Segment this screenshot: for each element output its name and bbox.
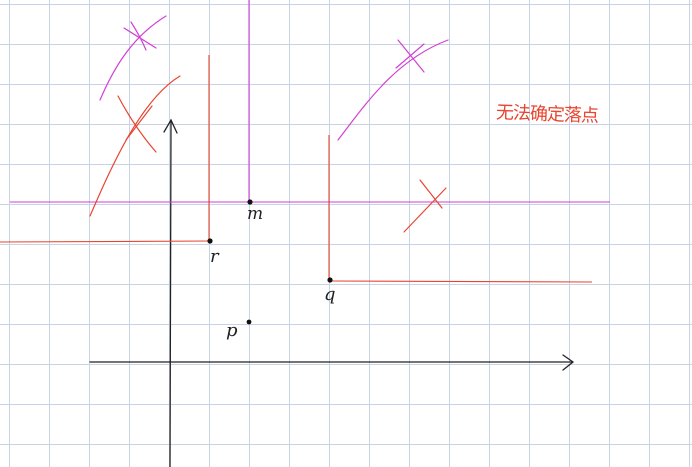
point-r[interactable] — [207, 238, 213, 244]
magenta-curve-left — [99, 15, 167, 101]
red-horizontal-line-r — [0, 240, 211, 243]
magenta-curve-right — [337, 39, 449, 141]
x-axis-arrow — [562, 354, 575, 371]
point-m[interactable] — [247, 199, 253, 205]
note-cannot-determine-landing: 无法确定落点 — [495, 102, 599, 127]
red-horizontal-line-q — [328, 280, 593, 283]
red-curve-left — [89, 75, 181, 217]
point-p[interactable] — [246, 319, 252, 325]
point-q[interactable] — [327, 277, 333, 283]
label-m: m — [247, 204, 263, 224]
coordinate-axes — [89, 118, 575, 467]
label-q: q — [324, 284, 336, 305]
red-x-mark-right — [403, 179, 447, 233]
label-r: r — [210, 246, 220, 267]
y-axis — [169, 119, 172, 467]
label-p: p — [226, 320, 238, 341]
y-axis-arrow — [163, 118, 178, 134]
